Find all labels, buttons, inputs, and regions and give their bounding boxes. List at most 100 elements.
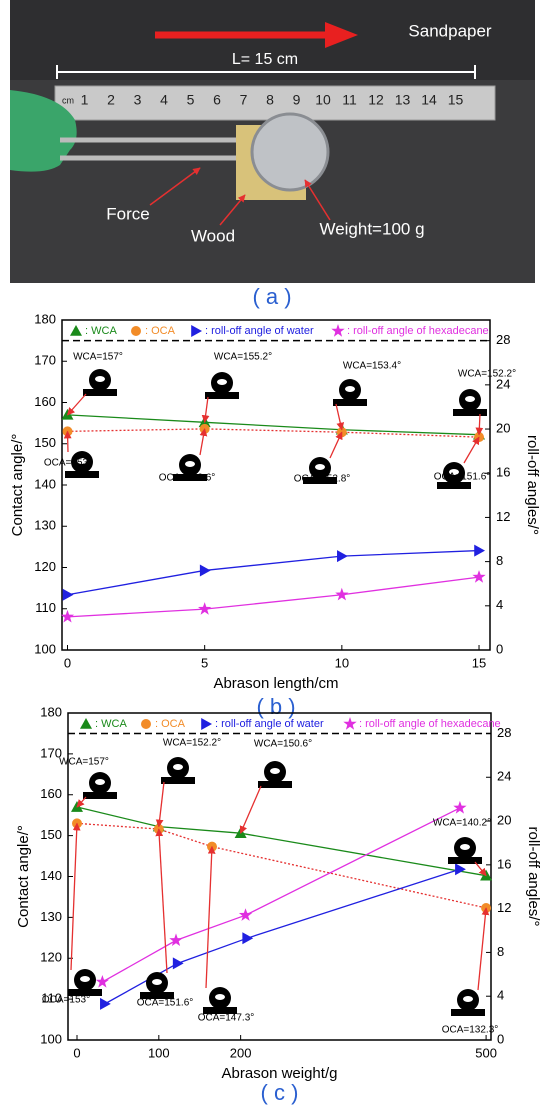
x-tick-label: 15 [472, 655, 486, 670]
annotation-arrow [199, 428, 208, 456]
series-line [102, 807, 461, 983]
y-axis-title: Contact angle/° [15, 825, 32, 928]
droplet-substrate [448, 857, 482, 864]
droplet-substrate [258, 781, 292, 788]
y2-tick-label: 16 [496, 465, 510, 480]
point [70, 325, 82, 336]
point [331, 324, 345, 337]
ruler-label: 2 [107, 92, 115, 108]
droplet-substrate [303, 477, 337, 484]
annotation-arrow [63, 430, 72, 453]
droplet-highlight [345, 386, 355, 392]
annotation-arrow [239, 785, 262, 834]
annotation-arrow [66, 393, 87, 416]
droplet-highlight [80, 976, 90, 982]
y2-tick-label: 16 [497, 856, 511, 871]
annotation: WCA=157° [59, 757, 109, 768]
annotation: OCA=151.6° [137, 998, 194, 1009]
annotation: WCA=157° [73, 352, 123, 363]
ruler-label: 5 [187, 92, 195, 108]
y2-tick-label: 12 [497, 900, 511, 915]
x-axis-title: Abrason length/cm [213, 675, 338, 692]
ruler-label: 4 [160, 92, 168, 108]
plot-frame [61, 319, 491, 651]
x-axis-title: Abrason weight/g [222, 1065, 338, 1082]
y2-tick-label: 8 [497, 944, 504, 959]
ruler-label: 3 [134, 92, 142, 108]
ruler-label: 9 [293, 92, 301, 108]
legend-label: : WCA [85, 325, 117, 337]
droplet-substrate [68, 989, 102, 996]
arrow-head [325, 22, 358, 48]
droplet-highlight [270, 768, 280, 774]
annotation: OCA=147.3° [198, 1013, 255, 1024]
y2-tick-label: 8 [496, 553, 503, 568]
y2-tick-label: 28 [497, 725, 511, 740]
point [201, 718, 212, 730]
point [337, 550, 348, 563]
annotation: OCA=151.6° [434, 472, 491, 483]
droplet-substrate [333, 399, 367, 406]
weight [250, 112, 330, 192]
annotation: OCA=153.6° [159, 473, 216, 484]
x-tick-label: 10 [335, 655, 349, 670]
y-tick-label: 120 [40, 950, 62, 965]
series-line [67, 549, 480, 596]
point [95, 975, 109, 988]
annotation: OCA=153° [42, 995, 90, 1006]
droplet-highlight [95, 376, 105, 382]
y-tick-label: 110 [41, 991, 62, 1006]
series-line [67, 428, 480, 438]
caption: ( c ) [261, 1080, 299, 1105]
point [62, 588, 74, 601]
y2-axis-title: roll-off angles/° [525, 827, 542, 927]
droplet-substrate [161, 777, 195, 784]
caption: ( a ) [252, 284, 291, 309]
annotation-arrow [477, 907, 490, 991]
y2-tick-label: 20 [496, 420, 510, 435]
droplet-highlight [463, 996, 473, 1002]
annotation: WCA=150.6° [254, 739, 312, 750]
x-tick-label: 500 [475, 1045, 497, 1060]
pointer [219, 194, 246, 226]
photo-label: L= 15 cm [232, 51, 298, 68]
point [191, 325, 202, 337]
point [60, 609, 75, 623]
point [100, 997, 111, 1010]
y-tick-label: 100 [40, 1031, 62, 1046]
y-tick-label: 110 [35, 600, 56, 615]
annotation-arrow [475, 413, 484, 436]
y2-tick-label: 24 [496, 376, 510, 391]
annotation-arrow [463, 436, 480, 464]
ruler-label: 8 [266, 92, 274, 108]
point [131, 326, 141, 336]
x-tick-label: 5 [201, 655, 208, 670]
y2-tick-label: 20 [497, 812, 511, 827]
y-tick-label: 150 [34, 435, 56, 450]
ruler-label: 14 [421, 92, 437, 108]
photo: Sandpaper L= 15 cm Force Wood Weight=100… [10, 0, 535, 283]
legend-label: : roll-off angle of water [205, 325, 314, 337]
droplet-highlight [465, 396, 475, 402]
annotation-arrow [201, 396, 210, 424]
y-tick-label: 170 [40, 745, 62, 760]
ruler-label: cm [62, 95, 74, 105]
point [472, 570, 486, 583]
annotation-arrow [205, 845, 216, 989]
point [238, 908, 253, 921]
droplet-highlight [460, 844, 470, 850]
annotation: OCA=132.3° [442, 1025, 499, 1036]
y-tick-label: 180 [40, 704, 62, 719]
photo-label: Force [106, 204, 149, 223]
ruler-label: 12 [368, 92, 384, 108]
annotation-arrow [335, 403, 345, 431]
droplet-highlight [315, 464, 325, 470]
photo-label: Wood [191, 226, 235, 245]
annotation-arrow [155, 828, 168, 974]
point [343, 717, 357, 730]
legend-label: : roll-off angle of hexadecane [347, 325, 489, 337]
droplet-substrate [437, 482, 471, 489]
y-tick-label: 180 [34, 311, 56, 326]
ruler [54, 85, 496, 121]
photo-label: Weight=100 g [319, 219, 424, 238]
